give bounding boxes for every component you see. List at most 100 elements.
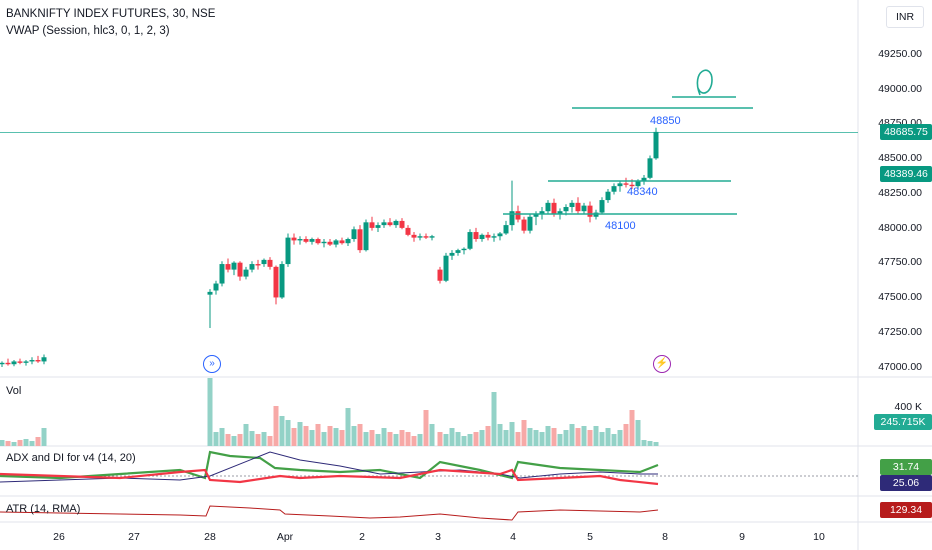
candle-body — [303, 239, 309, 242]
volume-bar — [309, 430, 315, 446]
candle-body — [11, 361, 17, 365]
candle-body — [641, 177, 647, 181]
time-axis-label: 5 — [587, 531, 593, 543]
volume-bar — [629, 410, 635, 446]
candle-body — [29, 360, 35, 362]
volume-bar — [599, 432, 605, 446]
level-label-48340[interactable]: 48340 — [627, 186, 658, 198]
volume-bar — [237, 434, 243, 446]
target-circle-mark — [696, 69, 713, 96]
volume-bar — [551, 428, 557, 446]
lightning-icon[interactable]: ⚡ — [653, 355, 671, 373]
adx-pane-title[interactable]: ADX and DI for v4 (14, 20) — [6, 452, 136, 464]
candle-body — [0, 362, 5, 365]
volume-bar — [207, 378, 213, 446]
volume-bar — [521, 420, 527, 446]
time-axis-label: 26 — [53, 531, 65, 543]
level-label-48850[interactable]: 48850 — [650, 115, 681, 127]
level-label-48100[interactable]: 48100 — [605, 220, 636, 232]
currency-button[interactable]: INR — [886, 6, 924, 28]
time-axis-label: 4 — [510, 531, 516, 543]
volume-bar — [405, 432, 411, 446]
volume-bar — [285, 420, 291, 446]
candle-body — [231, 262, 237, 270]
volume-bar — [339, 430, 345, 446]
candle-body — [423, 236, 429, 238]
candle-body — [611, 186, 617, 192]
volume-bar — [497, 424, 503, 446]
price-axis-tick: 49000.00 — [878, 83, 922, 95]
volume-bar — [303, 426, 309, 446]
candle-body — [213, 283, 219, 291]
price-axis-tick: 47000.00 — [878, 361, 922, 373]
volume-bar — [437, 432, 443, 446]
volume-bar — [261, 432, 267, 446]
volume-bar — [429, 424, 435, 446]
volume-bar — [605, 428, 611, 446]
volume-bar — [29, 441, 35, 446]
candle-body — [491, 236, 497, 238]
volume-bar — [423, 410, 429, 446]
symbol-title[interactable]: BANKNIFTY INDEX FUTURES, 30, NSE — [6, 8, 216, 20]
volume-bar — [411, 436, 417, 446]
volume-bar — [569, 424, 575, 446]
volume-bar — [231, 436, 237, 446]
volume-bar — [333, 428, 339, 446]
candle-body — [363, 222, 369, 251]
volume-bar — [587, 430, 593, 446]
candle-body — [539, 211, 545, 214]
candle-body — [467, 232, 473, 249]
volume-bar — [11, 442, 17, 446]
atr-line — [0, 505, 659, 521]
volume-bar — [243, 424, 249, 446]
volume-value-tag: 245.715K — [874, 414, 932, 430]
candle-body — [345, 239, 351, 244]
time-axis-label: Apr — [276, 531, 294, 543]
candle-body — [35, 360, 41, 362]
candle-body — [255, 264, 261, 266]
candle-body — [261, 259, 267, 265]
candle-body — [599, 200, 605, 213]
volume-bar — [491, 392, 497, 446]
volume-bar — [653, 442, 659, 446]
volume-bar — [393, 434, 399, 446]
candle-body — [533, 213, 539, 217]
last-price-tag: 48685.75 — [880, 124, 932, 140]
price-axis-tick: 48500.00 — [878, 152, 922, 164]
fast-forward-icon[interactable]: » — [203, 355, 221, 373]
candle-body — [437, 269, 443, 281]
volume-bar — [279, 416, 285, 446]
candle-body — [237, 262, 243, 277]
candle-body — [411, 234, 417, 238]
volume-bar — [455, 432, 461, 446]
plus-di-line — [0, 450, 659, 480]
volume-bar — [611, 434, 617, 446]
volume-bar — [509, 422, 515, 446]
candle-body — [41, 357, 47, 362]
volume-pane-title[interactable]: Vol — [6, 385, 22, 397]
volume-bar — [485, 426, 491, 446]
candle-body — [461, 248, 467, 251]
candle-body — [443, 255, 449, 281]
volume-bar — [219, 428, 225, 446]
volume-bar — [443, 434, 449, 446]
volume-bar — [575, 428, 581, 446]
volume-bar — [375, 434, 381, 446]
candle-body — [479, 234, 485, 240]
candle-body — [273, 266, 279, 298]
candle-body — [545, 202, 551, 212]
atr-pane-title[interactable]: ATR (14, RMA) — [6, 503, 81, 515]
candle-body — [521, 219, 527, 231]
volume-bar — [515, 432, 521, 446]
volume-bar — [557, 434, 563, 446]
candle-body — [629, 184, 635, 187]
candle-body — [569, 202, 575, 208]
time-axis-label: 9 — [739, 531, 745, 543]
adx-line — [0, 451, 658, 483]
volume-bar — [399, 430, 405, 446]
volume-bar — [647, 441, 653, 446]
candle-body — [399, 220, 405, 228]
vwap-legend[interactable]: VWAP (Session, hlc3, 0, 1, 2, 3) — [6, 25, 170, 37]
volume-bar — [641, 440, 647, 446]
